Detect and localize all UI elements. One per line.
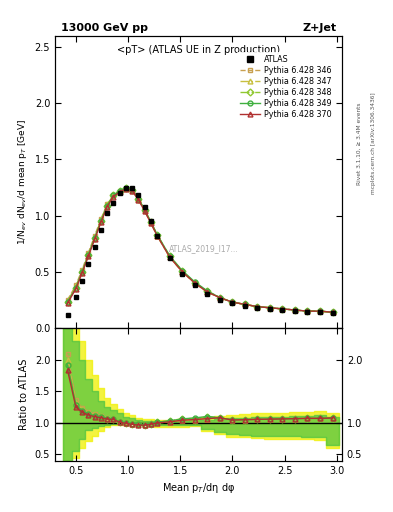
- Text: Z+Jet: Z+Jet: [302, 23, 336, 33]
- Text: 13000 GeV pp: 13000 GeV pp: [61, 23, 148, 33]
- Text: mcplots.cern.ch [arXiv:1306.3436]: mcplots.cern.ch [arXiv:1306.3436]: [371, 93, 376, 194]
- Text: Rivet 3.1.10, ≥ 3.4M events: Rivet 3.1.10, ≥ 3.4M events: [357, 102, 362, 185]
- Text: ATLAS_2019_I17...: ATLAS_2019_I17...: [169, 245, 239, 253]
- Y-axis label: 1/N$_{ev}$ dN$_{ev}$/d mean p$_T$ [GeV]: 1/N$_{ev}$ dN$_{ev}$/d mean p$_T$ [GeV]: [16, 119, 29, 245]
- Legend: ATLAS, Pythia 6.428 346, Pythia 6.428 347, Pythia 6.428 348, Pythia 6.428 349, P: ATLAS, Pythia 6.428 346, Pythia 6.428 34…: [237, 52, 335, 122]
- Text: <pT> (ATLAS UE in Z production): <pT> (ATLAS UE in Z production): [117, 45, 280, 55]
- X-axis label: Mean p$_T$/dη dφ: Mean p$_T$/dη dφ: [162, 481, 235, 495]
- Y-axis label: Ratio to ATLAS: Ratio to ATLAS: [19, 359, 29, 430]
